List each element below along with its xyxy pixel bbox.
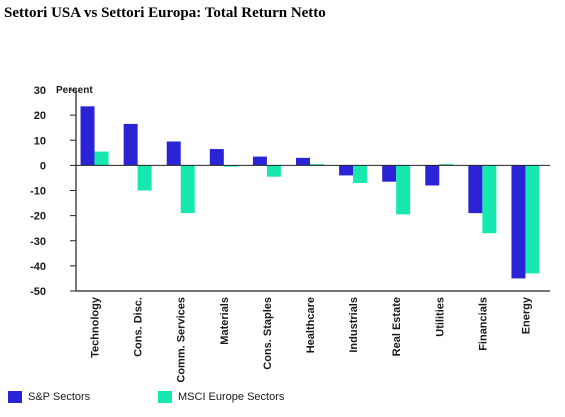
bar-msci xyxy=(137,165,152,191)
bar-msci xyxy=(482,165,497,234)
bar-msci xyxy=(439,164,454,166)
bar-sp xyxy=(123,123,138,166)
x-tick-label: Technology xyxy=(90,296,102,358)
y-tick-label: -10 xyxy=(30,186,46,198)
x-tick-label: Healthcare xyxy=(305,297,317,353)
bar-sp xyxy=(382,165,397,182)
legend-swatch-sp xyxy=(8,391,22,403)
bar-msci xyxy=(310,164,324,166)
legend-item-sp: S&P Sectors xyxy=(8,391,90,403)
y-axis-label: Percent xyxy=(56,85,93,96)
page-title: Settori USA vs Settori Europa: Total Ret… xyxy=(4,5,326,21)
bar-sp xyxy=(252,156,267,166)
bar-sp xyxy=(166,141,181,166)
x-tick-label: Cons. Disc. xyxy=(133,297,145,357)
bar-msci xyxy=(396,165,411,215)
legend-item-msci: MSCI Europe Sectors xyxy=(158,391,284,403)
x-tick-label: Utilities xyxy=(434,297,446,337)
bar-sp xyxy=(511,165,526,279)
bar-msci xyxy=(525,165,540,274)
y-tick-label: 0 xyxy=(40,160,46,172)
bar-msci xyxy=(223,165,238,167)
x-tick-label: Materials xyxy=(219,297,231,345)
bar-msci xyxy=(94,151,109,166)
x-tick-label: Real Estate xyxy=(391,297,403,356)
x-tick-label: Energy xyxy=(520,296,532,334)
bar-sp xyxy=(339,165,354,176)
y-tick-label: 10 xyxy=(34,135,46,147)
y-tick-label: -40 xyxy=(30,261,46,273)
legend-label-sp: S&P Sectors xyxy=(28,391,91,403)
bar-sp xyxy=(296,157,310,166)
y-tick-label: 30 xyxy=(34,85,46,97)
x-tick-label: Cons. Staples xyxy=(262,297,274,370)
y-tick-label: -30 xyxy=(30,236,46,248)
legend-swatch-msci xyxy=(158,391,172,403)
bar-sp xyxy=(425,165,440,186)
x-tick-label: Industrials xyxy=(348,297,360,353)
legend-label-msci: MSCI Europe Sectors xyxy=(178,391,285,403)
y-tick-label: 20 xyxy=(34,110,46,122)
bar-msci xyxy=(353,165,368,183)
bar-sp xyxy=(468,165,483,214)
bar-sp xyxy=(209,149,224,166)
bar-sp xyxy=(80,106,95,166)
x-tick-label: Comm. Services xyxy=(176,297,188,383)
bar-msci xyxy=(266,165,281,177)
chart-legend: S&P Sectors MSCI Europe Sectors xyxy=(0,391,565,411)
y-tick-label: -50 xyxy=(30,286,46,298)
bar-msci xyxy=(180,165,195,214)
x-tick-label: Financials xyxy=(477,297,489,351)
y-tick-label: -20 xyxy=(30,211,46,223)
